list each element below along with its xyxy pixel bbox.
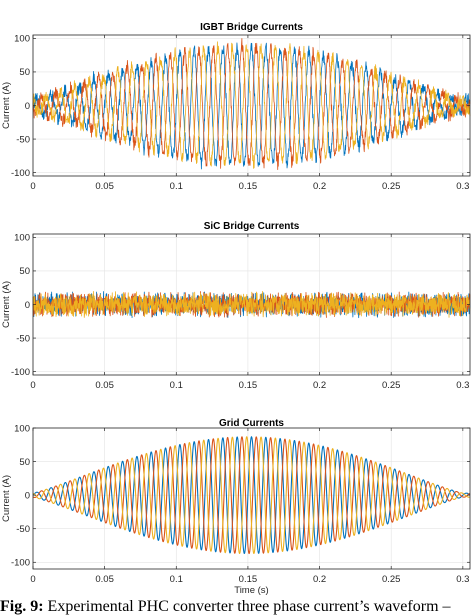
chart-title: SiC Bridge Currents xyxy=(204,221,300,232)
series-line-phase-3 xyxy=(32,41,471,169)
y-tick-label: 50 xyxy=(19,67,30,78)
x-tick-label: 0.15 xyxy=(239,574,258,585)
caption-label: Fig. 9: xyxy=(0,598,44,615)
y-tick-label: 0 xyxy=(25,490,30,501)
figure-charts: 0 0.05 0.1 0.15 0.2 0.25 0.3 100 50 0 -50 -100 IGBT … xyxy=(1,22,471,596)
y-axis-label: Current (A) xyxy=(1,82,12,129)
x-tick-label: 0 xyxy=(30,181,35,192)
x-tick-label: 0.05 xyxy=(95,380,114,391)
y-tick-label: 100 xyxy=(14,423,30,434)
y-tick-label: -50 xyxy=(16,333,30,344)
y-tick-label: -100 xyxy=(11,168,30,179)
x-tick-label: 0.3 xyxy=(456,380,469,391)
x-tick-label: 0 xyxy=(30,380,35,391)
x-tick-label: 0.25 xyxy=(382,181,401,192)
y-tick-label: 0 xyxy=(25,101,30,112)
series-line-phase-3 xyxy=(32,436,471,555)
axes-box xyxy=(32,427,471,570)
x-tick-label: 0.15 xyxy=(239,181,258,192)
plot-area xyxy=(33,428,470,569)
x-axis-label: Time (s) xyxy=(234,585,268,596)
chart-panel-3: 0 0.05 0.1 0.15 0.2 0.25 0.3 100 50 0 -50 -100 Grid … xyxy=(1,418,471,596)
x-tick-label: 0.2 xyxy=(313,181,326,192)
y-tick-label: -50 xyxy=(16,134,30,145)
x-tick-label: 0.15 xyxy=(239,380,258,391)
y-tick-label: 50 xyxy=(19,266,30,277)
y-tick-label: 0 xyxy=(25,300,30,311)
x-tick-label: 0.05 xyxy=(95,574,114,585)
y-axis-label: Current (A) xyxy=(1,475,12,522)
x-tick-label: 0.1 xyxy=(170,380,183,391)
x-tick-label: 0.05 xyxy=(95,181,114,192)
x-tick-label: 0.2 xyxy=(313,574,326,585)
chart-panel-1: 0 0.05 0.1 0.15 0.2 0.25 0.3 100 50 0 -50 -100 IGBT … xyxy=(1,22,471,192)
figure-caption: Fig. 9: Experimental PHC converter three… xyxy=(0,597,474,616)
y-tick-label: -100 xyxy=(11,558,30,569)
y-axis-label: Current (A) xyxy=(1,281,12,328)
x-tick-label: 0.3 xyxy=(456,181,469,192)
y-tick-label: 100 xyxy=(14,34,30,45)
chart-panel-2: 0 0.05 0.1 0.15 0.2 0.25 0.3 100 50 0 -50 -100 SiC B… xyxy=(1,221,471,391)
series-line-phase-3 xyxy=(32,290,471,318)
x-tick-label: 0 xyxy=(30,574,35,585)
x-tick-label: 0.1 xyxy=(170,181,183,192)
y-tick-label: -50 xyxy=(16,524,30,535)
y-tick-label: 50 xyxy=(19,457,30,468)
x-tick-label: 0.1 xyxy=(170,574,183,585)
x-tick-label: 0.25 xyxy=(382,574,401,585)
caption-text: Experimental PHC converter three phase c… xyxy=(47,598,451,615)
y-tick-label: -100 xyxy=(11,367,30,378)
chart-title: Grid Currents xyxy=(219,418,284,429)
chart-title: IGBT Bridge Currents xyxy=(200,22,303,33)
y-tick-label: 100 xyxy=(14,233,30,244)
x-tick-label: 0.25 xyxy=(382,380,401,391)
x-tick-label: 0.3 xyxy=(456,574,469,585)
x-tick-label: 0.2 xyxy=(313,380,326,391)
